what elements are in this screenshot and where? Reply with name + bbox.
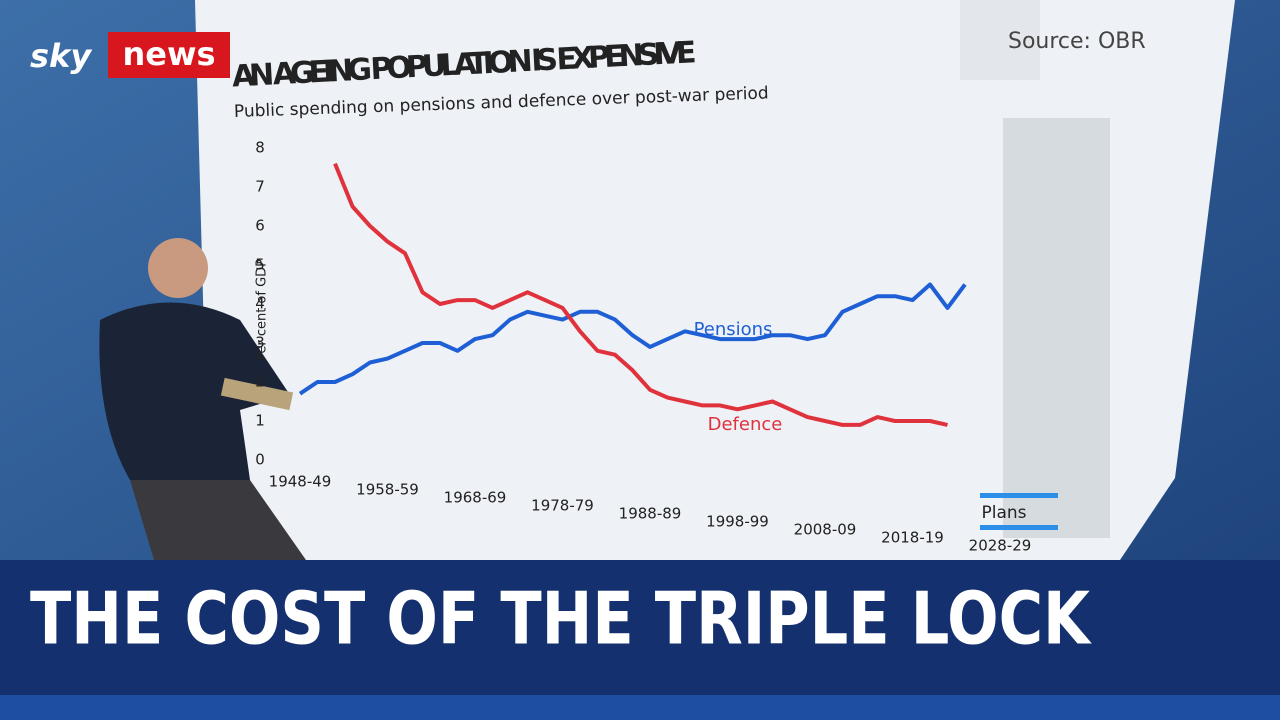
y-tick-label: 4	[255, 295, 265, 313]
y-tick-label: 1	[255, 412, 265, 430]
y-axis-label: Per cent of GDP	[255, 259, 270, 361]
y-tick-label: 8	[255, 139, 265, 157]
y-tick-label: 0	[255, 451, 265, 469]
x-tick-label: 1978-79	[531, 497, 594, 515]
x-tick-label: 1958-59	[356, 481, 419, 499]
y-tick-label: 7	[255, 178, 265, 196]
series-label: Defence	[708, 414, 783, 435]
plans-bar	[980, 493, 1058, 498]
x-tick-label: 1998-99	[706, 513, 769, 531]
plans-bar	[980, 525, 1058, 530]
x-tick-label: 1968-69	[444, 489, 507, 507]
series-line	[333, 162, 948, 427]
x-tick-label: 2018-19	[881, 529, 944, 547]
logo-brand: sky	[30, 37, 92, 75]
logo-box	[108, 32, 230, 78]
headline-banner	[0, 560, 1280, 695]
panel-tile	[960, 0, 1040, 80]
headline: THE COST OF THE TRIPLE LOCK	[30, 577, 1092, 661]
plans-label: Plans	[981, 503, 1026, 523]
logo-name: news	[122, 35, 215, 73]
lower-strip	[0, 695, 1280, 720]
x-tick-label: 1948-49	[269, 473, 332, 491]
y-tick-label: 3	[255, 334, 265, 352]
y-tick-label: 6	[255, 217, 265, 235]
x-tick-label: 1988-89	[619, 505, 682, 523]
series-label: Pensions	[694, 319, 773, 340]
x-tick-label: 2008-09	[794, 521, 857, 539]
plans-shade	[1003, 118, 1110, 538]
x-tick-label: 2028-29	[969, 537, 1032, 555]
presenter	[99, 238, 320, 580]
y-tick-label: 2	[255, 373, 265, 391]
series-line	[298, 282, 967, 396]
source: Source: OBR	[1008, 29, 1146, 54]
screen-panel	[195, 0, 1235, 560]
y-tick-label: 5	[255, 256, 265, 274]
